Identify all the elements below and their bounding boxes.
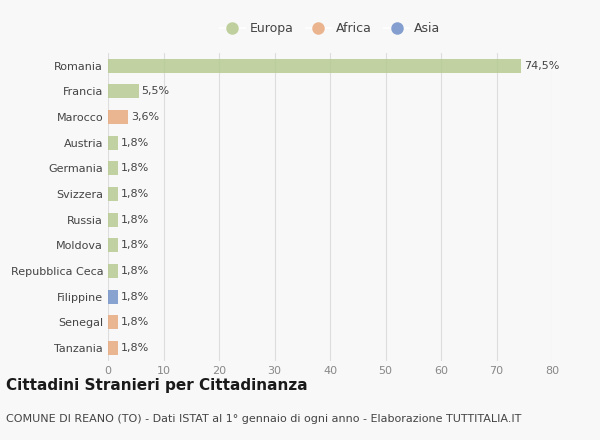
Bar [108, 161, 118, 176]
Text: 74,5%: 74,5% [524, 61, 560, 71]
Text: 1,8%: 1,8% [121, 292, 149, 302]
Bar [108, 315, 118, 330]
Text: 1,8%: 1,8% [121, 343, 149, 353]
Text: 1,8%: 1,8% [121, 189, 149, 199]
Text: COMUNE DI REANO (TO) - Dati ISTAT al 1° gennaio di ogni anno - Elaborazione TUTT: COMUNE DI REANO (TO) - Dati ISTAT al 1° … [6, 414, 521, 424]
Legend: Europa, Africa, Asia: Europa, Africa, Asia [215, 18, 445, 40]
Bar [108, 84, 139, 99]
Bar [108, 136, 118, 150]
Bar [108, 238, 118, 253]
Text: 1,8%: 1,8% [121, 215, 149, 225]
Text: 1,8%: 1,8% [121, 163, 149, 173]
Bar [108, 187, 118, 201]
Text: 5,5%: 5,5% [142, 86, 169, 96]
Bar [108, 341, 118, 355]
Text: 3,6%: 3,6% [131, 112, 159, 122]
Text: 1,8%: 1,8% [121, 240, 149, 250]
Text: 1,8%: 1,8% [121, 317, 149, 327]
Bar [108, 264, 118, 278]
Bar [108, 290, 118, 304]
Text: 1,8%: 1,8% [121, 266, 149, 276]
Bar [108, 59, 521, 73]
Text: 1,8%: 1,8% [121, 138, 149, 148]
Bar [108, 213, 118, 227]
Text: Cittadini Stranieri per Cittadinanza: Cittadini Stranieri per Cittadinanza [6, 378, 308, 393]
Bar [108, 110, 128, 124]
